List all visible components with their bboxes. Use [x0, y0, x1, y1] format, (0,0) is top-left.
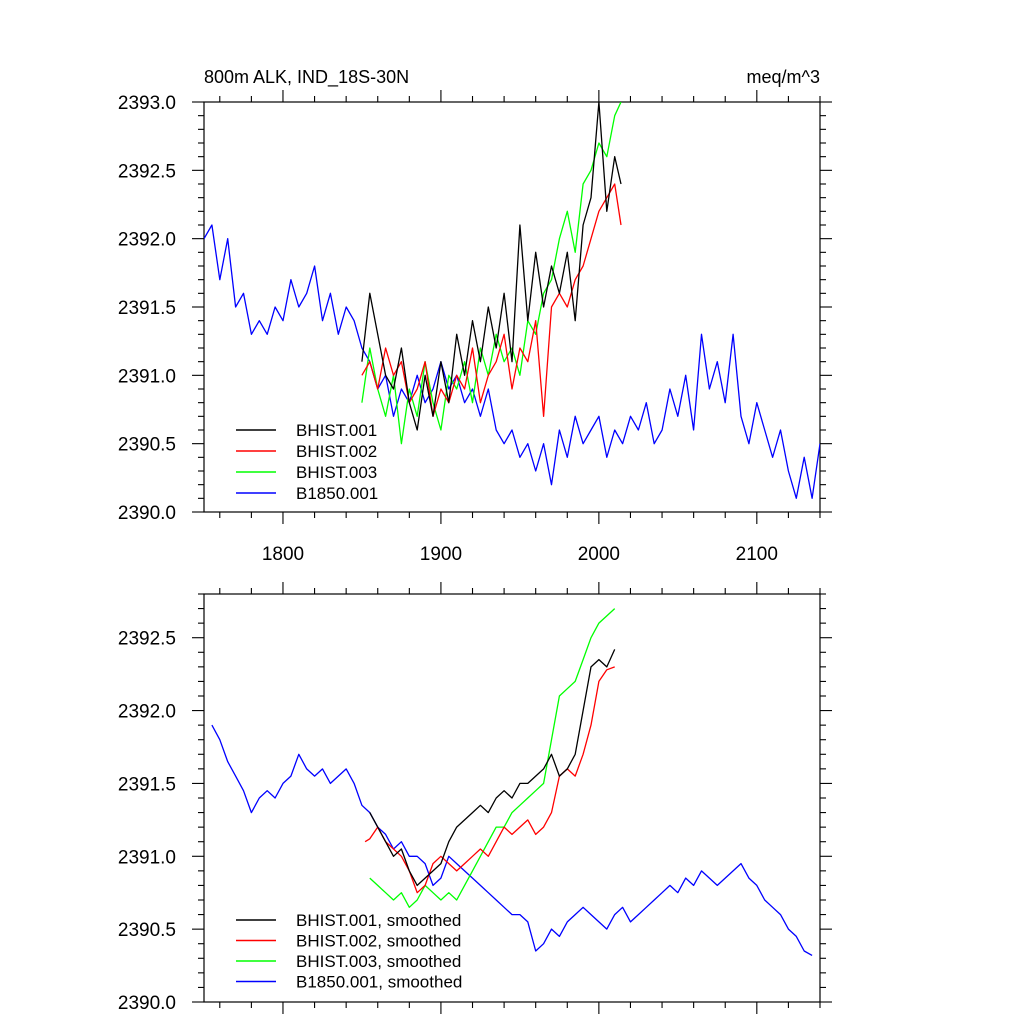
legend-label: BHIST.003 — [296, 463, 377, 482]
x-tick-label: 1800 — [262, 544, 304, 565]
series-group — [211, 608, 813, 956]
y-tick-label: 2390.0 — [118, 503, 176, 524]
legend-label: B1850.001 — [296, 484, 378, 503]
x-tick-label: 2000 — [578, 544, 620, 565]
legend-label: BHIST.001 — [296, 421, 377, 440]
chart-title: 800m ALK, IND_18S-30N — [204, 67, 409, 88]
y-tick-label: 2392.0 — [118, 702, 176, 723]
y-tick-label: 2391.5 — [118, 774, 176, 795]
y-tick-label: 2393.0 — [118, 93, 176, 114]
top-panel: 2390.0 2390.5 2391.0 2391.5 2392.0 2392.5 2393… — [118, 67, 832, 565]
legend-label: BHIST.002 — [296, 442, 377, 461]
units-label: meq/m^3 — [747, 67, 820, 87]
legend-label: BHIST.002, smoothed — [296, 932, 461, 951]
legend-label: BHIST.003, smoothed — [296, 952, 461, 971]
series-line-bhist-001-smoothed — [369, 649, 616, 887]
y-tick-label: 2390.5 — [118, 920, 176, 941]
y-tick-label: 2392.5 — [118, 161, 176, 182]
y-tick-label: 2391.5 — [118, 298, 176, 319]
y-tick-label: 2391.0 — [118, 366, 176, 387]
series-group — [204, 102, 820, 499]
legend-label: BHIST.001, smoothed — [296, 911, 461, 930]
y-tick-label: 2392.0 — [118, 230, 176, 251]
bottom-panel: 2390.0 2390.5 2391.0 2391.5 2392.0 2392.5 BHIS… — [118, 582, 832, 1014]
series-line-bhist-002 — [361, 183, 622, 417]
x-tick-label: 1900 — [420, 544, 462, 565]
series-line-bhist-002-smoothed — [364, 666, 615, 894]
legend-label: B1850.001, smoothed — [296, 973, 462, 992]
series-line-bhist-003-smoothed — [369, 608, 616, 908]
y-tick-label: 2391.0 — [118, 847, 176, 868]
series-line-bhist-001 — [361, 102, 622, 431]
series-line-b1850-001 — [204, 224, 820, 499]
x-tick-label: 2100 — [736, 544, 778, 565]
y-tick-label: 2390.0 — [118, 993, 176, 1014]
series-line-bhist-003 — [361, 102, 622, 445]
y-tick-label: 2390.5 — [118, 435, 176, 456]
y-tick-label: 2392.5 — [118, 629, 176, 650]
series-line-b1850-001-smoothed — [211, 724, 813, 956]
